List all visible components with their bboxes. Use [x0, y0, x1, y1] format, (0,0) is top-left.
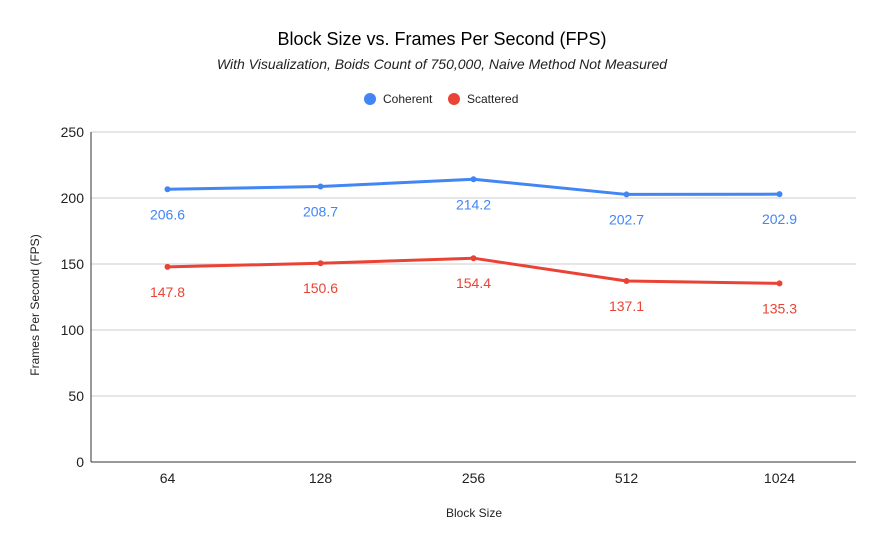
- x-tick-label: 256: [462, 470, 486, 486]
- y-tick-label: 250: [61, 124, 85, 140]
- chart-title: Block Size vs. Frames Per Second (FPS): [277, 29, 606, 49]
- y-axis-title: Frames Per Second (FPS): [28, 234, 42, 375]
- x-axis-ticks: 64 128 256 512 1024: [160, 470, 796, 486]
- data-label-scattered: 150.6: [303, 280, 338, 296]
- data-label-scattered: 147.8: [150, 284, 185, 300]
- data-point-coherent: [470, 176, 477, 183]
- data-point-scattered: [623, 278, 630, 285]
- data-label-scattered: 135.3: [762, 300, 797, 316]
- data-label-coherent: 202.7: [609, 211, 644, 227]
- data-point-scattered: [164, 263, 171, 270]
- data-point-coherent: [317, 183, 324, 190]
- legend-marker-scattered: [448, 93, 460, 105]
- data-label-scattered: 154.4: [456, 275, 491, 291]
- data-point-coherent: [776, 191, 783, 198]
- legend: Coherent Scattered: [364, 92, 518, 106]
- data-label-scattered: 137.1: [609, 298, 644, 314]
- y-tick-label: 0: [76, 454, 84, 470]
- y-tick-label: 150: [61, 256, 85, 272]
- series: 206.6 208.7 214.2 202.7 202.9 147.8 150.6 154.4…: [150, 176, 797, 316]
- x-tick-label: 1024: [764, 470, 795, 486]
- data-label-coherent: 202.9: [762, 211, 797, 227]
- series-coherent: 206.6 208.7 214.2 202.7 202.9: [150, 176, 797, 227]
- x-tick-label: 64: [160, 470, 176, 486]
- legend-marker-coherent: [364, 93, 376, 105]
- x-tick-label: 512: [615, 470, 639, 486]
- y-tick-label: 100: [61, 322, 85, 338]
- x-tick-label: 128: [309, 470, 333, 486]
- data-point-coherent: [623, 191, 630, 198]
- data-point-scattered: [776, 280, 783, 287]
- series-scattered: 147.8 150.6 154.4 137.1 135.3: [150, 255, 797, 316]
- y-axis-ticks: 0 50 100 150 200 250: [61, 124, 85, 470]
- data-label-coherent: 214.2: [456, 196, 491, 212]
- data-point-scattered: [317, 260, 324, 267]
- legend-label-scattered: Scattered: [467, 92, 518, 106]
- legend-label-coherent: Coherent: [383, 92, 433, 106]
- y-tick-label: 200: [61, 190, 85, 206]
- chart-subtitle: With Visualization, Boids Count of 750,0…: [217, 56, 668, 72]
- data-point-scattered: [470, 255, 477, 262]
- x-axis-title: Block Size: [446, 506, 502, 520]
- data-point-coherent: [164, 186, 171, 193]
- gridlines: [91, 131, 856, 397]
- data-label-coherent: 208.7: [303, 204, 338, 220]
- data-label-coherent: 206.6: [150, 206, 185, 222]
- y-tick-label: 50: [68, 388, 84, 404]
